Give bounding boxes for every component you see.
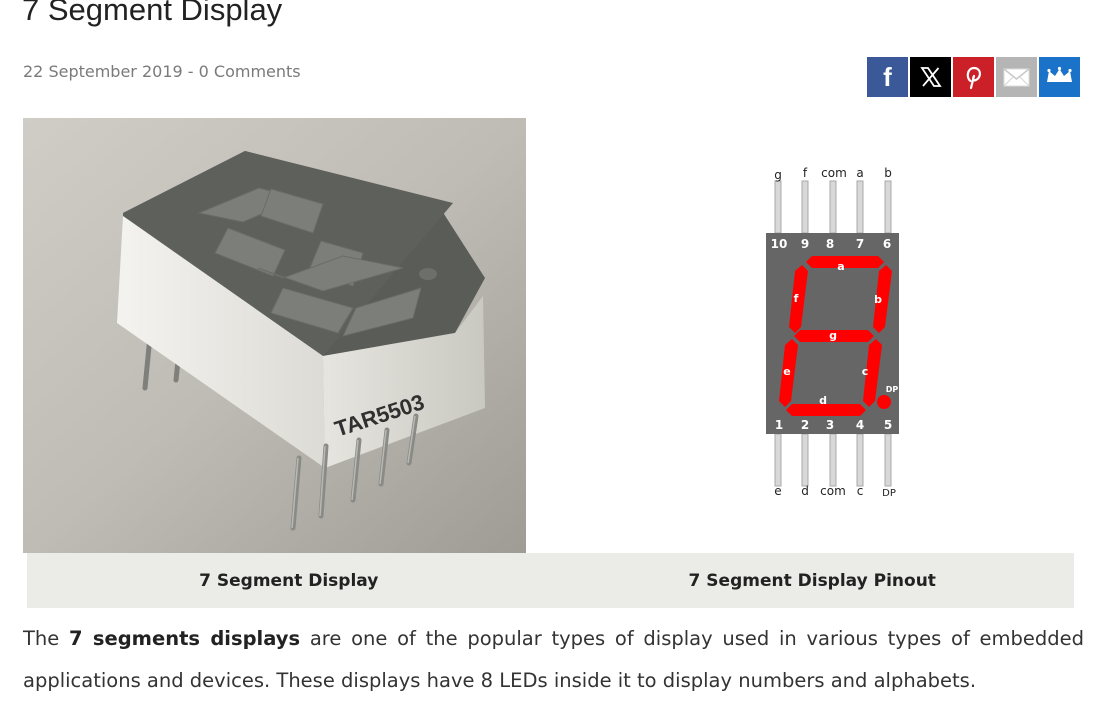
intro-paragraph: The 7 segments displays are one of the p… <box>23 618 1084 702</box>
pin-number: 3 <box>826 418 834 432</box>
share-bar: f <box>867 57 1080 97</box>
post-date: 22 September 2019 <box>23 62 183 81</box>
pin-label-c: c <box>857 484 864 498</box>
segment-letter: d <box>819 394 827 407</box>
segment-b <box>873 265 892 333</box>
pin-number: 4 <box>856 418 864 432</box>
pin-label-g: g <box>774 168 782 182</box>
pin-label-e: e <box>774 484 781 498</box>
pin-number: 9 <box>801 237 809 251</box>
segment-letter: a <box>837 260 844 273</box>
dp-label: DP <box>886 385 899 394</box>
pinterest-icon <box>966 66 981 90</box>
page-title: 7 Segment Display <box>22 0 283 27</box>
intro-text: The <box>23 627 69 650</box>
segment-c <box>863 339 882 407</box>
display-photo: TAR5503 <box>23 118 526 553</box>
segment-a <box>806 256 884 268</box>
intro-rest: are one of the popular types of display … <box>23 627 1085 692</box>
pin-label-d: d <box>801 484 809 498</box>
pinterest-share-button[interactable] <box>953 57 994 97</box>
segment-letter: b <box>874 293 882 306</box>
envelope-icon <box>1003 68 1030 87</box>
segment-g <box>794 330 874 342</box>
comments-link[interactable]: 0 Comments <box>198 62 301 81</box>
pinout-caption: 7 Segment Display Pinout <box>688 570 936 591</box>
pin-number: 2 <box>801 418 809 432</box>
figure-captions: 7 Segment Display 7 Segment Display Pino… <box>27 553 1074 608</box>
photo-caption: 7 Segment Display <box>199 570 379 591</box>
meta-separator: - <box>182 62 199 81</box>
segment-d <box>786 404 866 416</box>
pin-number: 10 <box>771 237 788 251</box>
sumo-share-button[interactable] <box>1039 57 1080 97</box>
pin-number: 6 <box>883 237 891 251</box>
facebook-share-button[interactable]: f <box>867 57 908 97</box>
pin-label-a: a <box>856 166 863 180</box>
segment-letter: e <box>783 365 790 378</box>
segment-letter: c <box>862 365 869 378</box>
pin-number: 1 <box>775 418 783 432</box>
email-share-button[interactable] <box>996 57 1037 97</box>
intro-bold: 7 segments displays <box>69 627 301 650</box>
segment-f <box>789 265 808 333</box>
pin-label-com-top: com <box>821 166 847 180</box>
pin-label-dp: DP <box>882 488 896 499</box>
segment-e <box>779 339 798 407</box>
pin-label-f: f <box>803 166 808 180</box>
pin-number: 8 <box>826 237 834 251</box>
pin-number: 5 <box>884 418 892 432</box>
post-meta: 22 September 2019 - 0 Comments <box>23 62 301 81</box>
pinout-diagram: g f com a b 10 9 8 7 6 1 2 3 4 5 <box>530 118 1074 553</box>
x-icon <box>920 67 942 87</box>
pin-label-com-bottom: com <box>820 484 846 498</box>
x-share-button[interactable] <box>910 57 951 97</box>
segment-letter: f <box>794 292 799 305</box>
facebook-icon: f <box>883 62 892 92</box>
pin-label-b: b <box>884 166 892 180</box>
segment-letter: g <box>829 329 837 342</box>
svg-text:f: f <box>883 62 892 92</box>
crown-icon <box>1047 66 1072 82</box>
pin-number: 7 <box>856 237 864 251</box>
segment-dp <box>877 395 891 409</box>
